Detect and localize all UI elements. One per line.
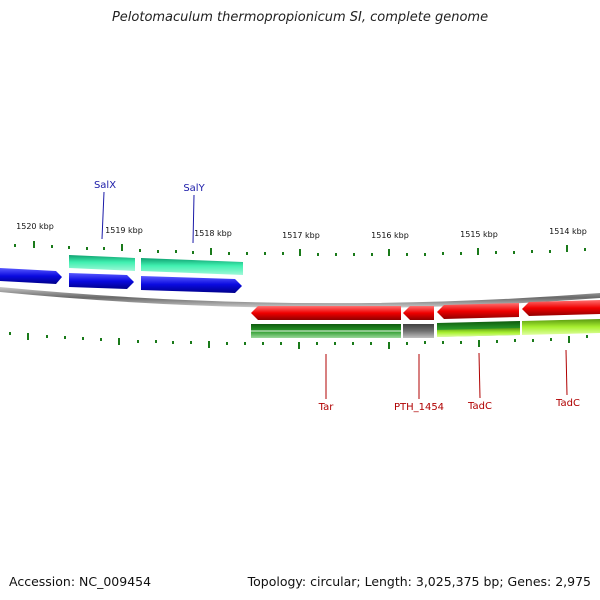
gene-salx-bar xyxy=(69,255,135,271)
scale-label: 1517 kbp xyxy=(282,231,320,240)
gene-tadc2-bar xyxy=(522,319,600,335)
cds-arrow xyxy=(522,300,600,316)
cds-arrow xyxy=(0,268,62,284)
gene-label-salx: SalX xyxy=(94,180,116,240)
cds-track-reverse xyxy=(251,300,600,320)
scale-label: 1516 kbp xyxy=(371,231,409,240)
gene-label-text: PTH_1454 xyxy=(394,402,444,413)
cds-arrow xyxy=(251,306,401,320)
gene-label-text: SalY xyxy=(183,183,205,194)
gene-label-tadc: TadC xyxy=(467,352,492,412)
genome-summary-text: Topology: circular; Length: 3,025,375 bp… xyxy=(247,574,591,589)
cds-arrow xyxy=(403,306,434,320)
scale-label: 1520 kbp xyxy=(16,222,54,231)
cds-track-forward xyxy=(0,268,242,293)
cds-arrow xyxy=(69,273,134,289)
gene-pth1454-bar xyxy=(403,324,434,338)
genome-backbone xyxy=(0,287,600,309)
gene-tadc-lower xyxy=(437,328,520,337)
gene-label-text: Tar xyxy=(318,402,335,413)
gene-label-text: SalX xyxy=(94,180,116,191)
scale-ticks-lower xyxy=(9,332,588,349)
scale-label: 1515 kbp xyxy=(460,230,498,239)
gene-label-text: TadC xyxy=(555,398,580,409)
gene-label-tadc-2: TadC xyxy=(555,349,580,409)
cds-arrow xyxy=(141,276,242,293)
map-title: Pelotomaculum thermopropionicum SI, comp… xyxy=(111,10,489,25)
gene-label-text: TadC xyxy=(467,401,492,412)
gene-track-teal xyxy=(69,255,243,275)
gene-saly-bar xyxy=(141,258,243,275)
scale-labels: 1520 kbp 1519 kbp 1518 kbp 1517 kbp 1516… xyxy=(16,222,587,240)
gene-track-bottom xyxy=(251,319,600,338)
scale-ticks-upper xyxy=(14,241,586,256)
scale-label: 1518 kbp xyxy=(194,229,232,238)
scale-label: 1519 kbp xyxy=(105,226,143,235)
cds-arrow xyxy=(437,303,519,319)
accession-text: Accession: NC_009454 xyxy=(9,574,152,589)
gene-label-pth1454: PTH_1454 xyxy=(394,354,444,413)
scale-label: 1514 kbp xyxy=(549,227,587,236)
gene-label-tar: Tar xyxy=(318,354,335,413)
gene-label-saly: SalY xyxy=(183,183,206,244)
